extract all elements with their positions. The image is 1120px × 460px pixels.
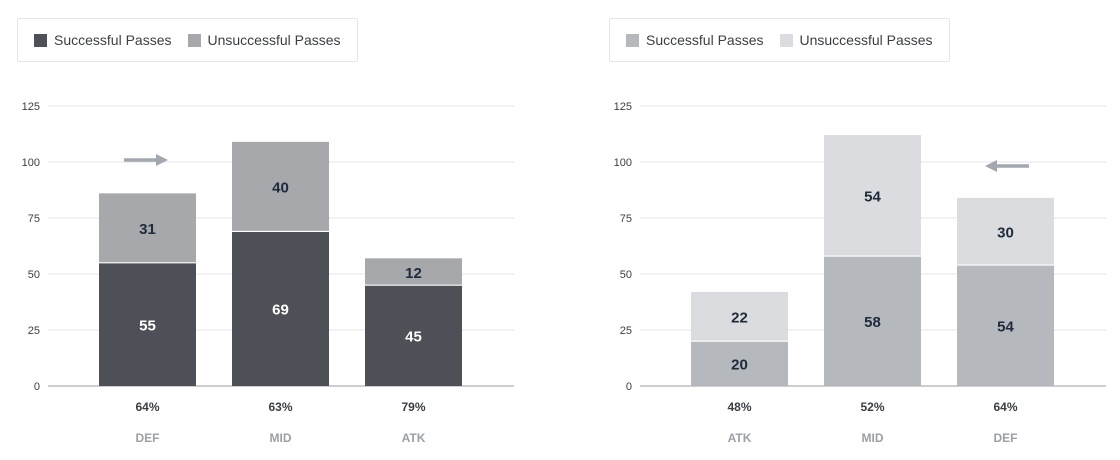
arrow-right-icon: [124, 154, 168, 166]
x-tick-label: DEF: [994, 431, 1018, 445]
x-tick-label: MID: [862, 431, 884, 445]
bar-segment: [824, 135, 921, 257]
legend-swatch-successful: [34, 33, 47, 47]
legend-swatch-unsuccessful: [187, 33, 201, 47]
chart-left: 0 25 50 75 100 125 55 31 64% DEF 69 40 63% MID 45 12 79%…: [22, 101, 514, 445]
legend-label-successful: Successful Passes: [646, 32, 764, 48]
bar-value-label: 45: [405, 329, 422, 346]
legend-label-unsuccessful: Unsuccessful Passes: [799, 32, 933, 48]
y-tick-label: 25: [620, 325, 632, 337]
y-tick-label: 50: [620, 269, 632, 281]
bar-value-label: 30: [997, 224, 1014, 241]
y-tick-label: 100: [22, 157, 40, 169]
legend-right: Successful Passes Unsuccessful Passes: [609, 18, 950, 62]
legend-label-successful: Successful Passes: [54, 32, 172, 48]
bar-value-label: 12: [405, 265, 422, 282]
bar-value-label: 58: [864, 314, 881, 331]
x-tick-label: ATK: [728, 431, 752, 445]
y-tick-label: 75: [28, 213, 40, 225]
y-tick-label: 125: [22, 101, 40, 113]
bar-segment: [99, 193, 196, 263]
bar-segment: [365, 258, 462, 286]
bar-segment: [99, 262, 196, 386]
bar-value-label: 20: [731, 357, 748, 374]
percent-label: 79%: [401, 400, 425, 414]
legend-swatch-successful: [626, 33, 639, 47]
percent-label: 63%: [268, 400, 292, 414]
bar-segment: [232, 231, 329, 386]
y-tick-label: 125: [614, 101, 632, 113]
bar-segment: [957, 197, 1054, 266]
bar-segment: [957, 265, 1054, 386]
bar-value-label: 55: [139, 317, 156, 334]
chart-right: 0 25 50 75 100 125 20 22 48% ATK 58 54 52% MID 54 30 64%…: [614, 101, 1106, 445]
arrow-left-icon: [985, 160, 1029, 172]
legend-label-unsuccessful: Unsuccessful Passes: [207, 32, 341, 48]
y-tick-label: 0: [34, 381, 40, 393]
x-tick-label: DEF: [136, 431, 160, 445]
y-tick-label: 25: [28, 325, 40, 337]
x-tick-label: MID: [270, 431, 292, 445]
legend-item-unsuccessful[interactable]: Unsuccessful Passes: [779, 32, 933, 48]
arrow-head: [156, 154, 168, 166]
percent-label: 64%: [993, 400, 1017, 414]
percent-label: 64%: [135, 400, 159, 414]
bar-segment: [691, 291, 788, 342]
bar-value-label: 31: [139, 221, 156, 238]
x-tick-label: ATK: [402, 431, 426, 445]
arrow-head: [985, 160, 997, 172]
bar-value-label: 54: [997, 319, 1014, 336]
legend-swatch-unsuccessful: [779, 33, 793, 47]
bar-segment: [232, 141, 329, 232]
y-tick-label: 75: [620, 213, 632, 225]
bar-segment: [365, 285, 462, 386]
y-tick-label: 100: [614, 157, 632, 169]
bar-value-label: 22: [731, 310, 748, 327]
bar-segment: [824, 256, 921, 386]
bar-value-label: 54: [864, 189, 881, 206]
percent-label: 48%: [727, 400, 751, 414]
legend-item-successful[interactable]: Successful Passes: [626, 32, 764, 48]
bar-segment: [691, 341, 788, 386]
bar-value-label: 40: [272, 180, 289, 197]
legend-item-successful[interactable]: Successful Passes: [34, 32, 172, 48]
percent-label: 52%: [860, 400, 884, 414]
legend-left: Successful Passes Unsuccessful Passes: [17, 18, 358, 62]
y-tick-label: 50: [28, 269, 40, 281]
y-tick-label: 0: [626, 381, 632, 393]
legend-item-unsuccessful[interactable]: Unsuccessful Passes: [187, 32, 341, 48]
bar-value-label: 69: [272, 302, 289, 319]
